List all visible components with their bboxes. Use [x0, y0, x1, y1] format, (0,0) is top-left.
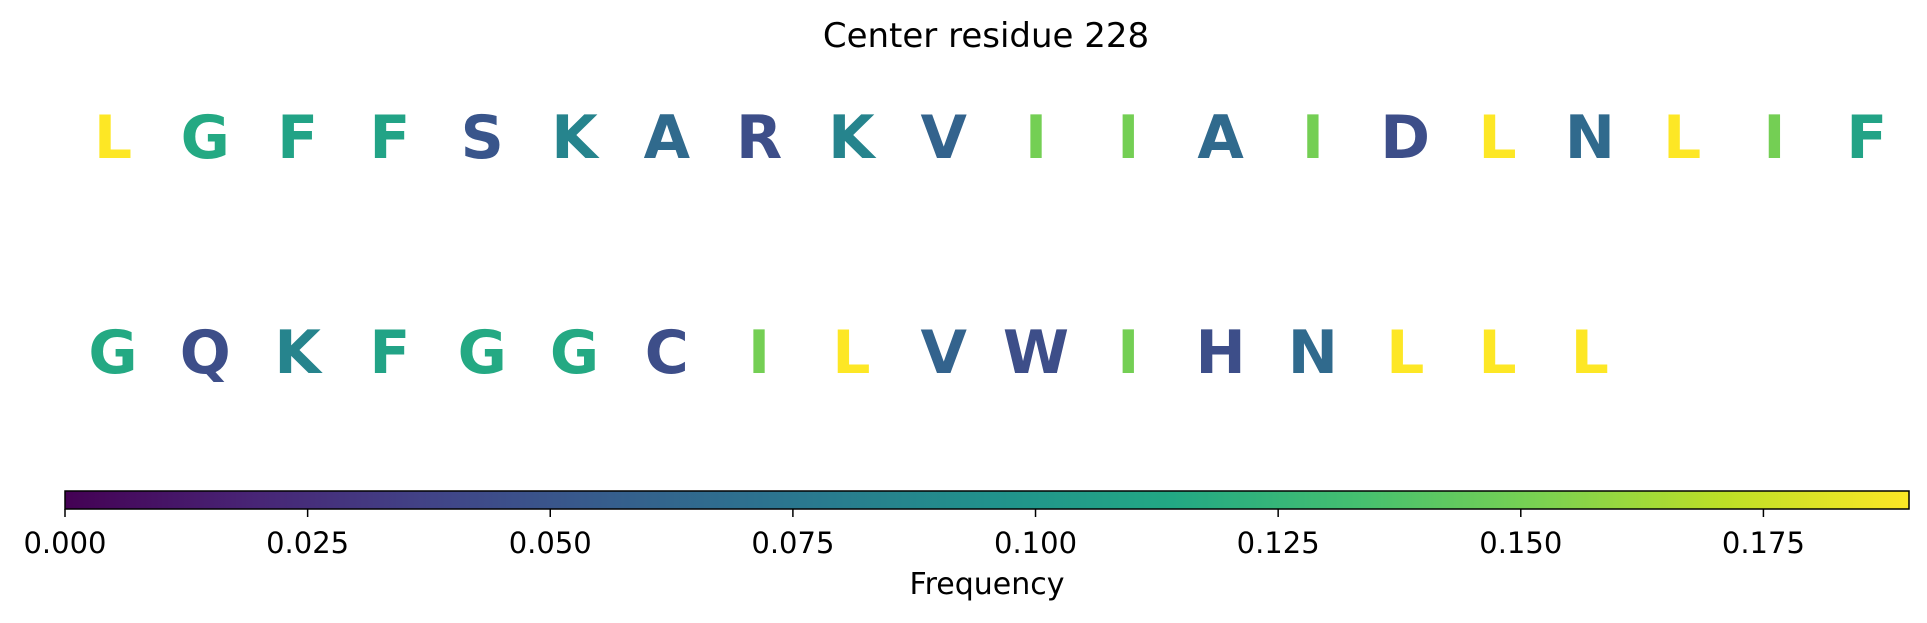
residue-letter: V — [920, 103, 967, 173]
residue-letter: K — [551, 103, 600, 173]
residue-letter: I — [748, 318, 770, 388]
residue-letter: F — [277, 103, 318, 173]
residue-letter: L — [1478, 103, 1516, 173]
residue-letter: R — [736, 103, 782, 173]
residue-letter: G — [88, 318, 137, 388]
residue-letter: H — [1195, 318, 1245, 388]
residue-letter: L — [1663, 103, 1701, 173]
residue-letter: C — [645, 318, 689, 388]
colorbar: 0.000 0.025 0.050 0.075 0.100 0.125 0.150 0.175 — [23, 490, 1910, 560]
residue-letter: I — [1117, 318, 1139, 388]
residue-letter: N — [1565, 103, 1615, 173]
colorbar-tick-label: 0.175 — [1722, 526, 1805, 560]
colorbar-gradient — [64, 490, 1910, 510]
colorbar-tick-label: 0.075 — [751, 526, 834, 560]
residue-letter: K — [274, 318, 323, 388]
residue-letter: F — [1846, 103, 1887, 173]
residue-letter: D — [1380, 103, 1430, 173]
residue-letter: N — [1288, 318, 1338, 388]
residue-letter: F — [369, 103, 410, 173]
residue-letter: F — [369, 318, 410, 388]
residue-letter: K — [828, 103, 877, 173]
residue-letter: L — [832, 318, 870, 388]
residue-letter: L — [1386, 318, 1424, 388]
residue-letter: Q — [180, 318, 231, 388]
residue-letter: L — [1478, 318, 1516, 388]
residue-letter: S — [461, 103, 504, 173]
residue-letter: G — [550, 318, 599, 388]
residue-letter: V — [920, 318, 967, 388]
letters-layer: L G F F S K A R K V I I A I D L N L I FG Q K F G G C I L V W I H N L L L — [88, 103, 1887, 388]
colorbar-tick-label: 0.050 — [509, 526, 592, 560]
colorbar-label: Frequency — [910, 567, 1065, 602]
residue-letter: G — [181, 103, 230, 173]
colorbar-tick-label: 0.125 — [1237, 526, 1320, 560]
residue-letter: I — [1025, 103, 1047, 173]
residue-letter: I — [1763, 103, 1785, 173]
residue-letter: G — [458, 318, 507, 388]
residue-letter: L — [1571, 318, 1609, 388]
colorbar-tick-label: 0.025 — [266, 526, 349, 560]
residue-letter: I — [1302, 103, 1324, 173]
residue-letter: I — [1117, 103, 1139, 173]
residue-letter: A — [644, 103, 691, 173]
colorbar-tick-label: 0.000 — [23, 526, 106, 560]
colorbar-tick-label: 0.100 — [994, 526, 1077, 560]
chart-title: Center residue 228 — [823, 16, 1149, 56]
residue-letter: L — [94, 103, 132, 173]
residue-letter: W — [1003, 318, 1069, 388]
colorbar-tick-label: 0.150 — [1479, 526, 1562, 560]
residue-letter: A — [1197, 103, 1244, 173]
